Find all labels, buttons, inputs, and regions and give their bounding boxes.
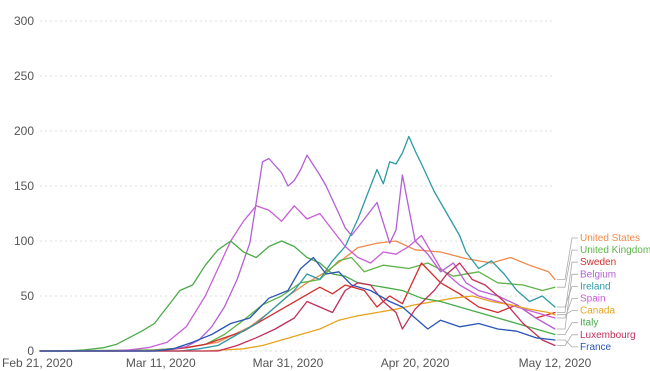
legend-label: Ireland xyxy=(580,281,611,292)
y-axis-tick-labels: 0 50 100 150 200 250 300 xyxy=(14,14,34,358)
y-tick-label: 50 xyxy=(21,289,35,303)
series-line-italy xyxy=(39,240,556,352)
y-tick-label: 100 xyxy=(14,234,34,248)
series-lines xyxy=(39,135,556,352)
legend-label: Spain xyxy=(580,294,606,305)
legend-leader-line xyxy=(557,261,578,313)
series-line-spain xyxy=(39,205,556,352)
legend-label: Canada xyxy=(580,306,615,317)
legend-leader-line xyxy=(557,237,578,280)
x-tick-label: Mar 31, 2020 xyxy=(253,356,324,370)
x-tick-label: Apr 20, 2020 xyxy=(381,356,450,370)
x-tick-label: Mar 11, 2020 xyxy=(126,356,196,370)
legend-leader-line xyxy=(557,273,578,330)
series-line-luxembourg xyxy=(39,262,556,352)
gridlines xyxy=(40,20,555,352)
legend-label: France xyxy=(580,342,612,353)
legend-leader-line xyxy=(557,286,578,308)
legend-leader-line xyxy=(557,249,578,288)
legend-leader-line xyxy=(557,334,578,346)
legend-label: Italy xyxy=(580,318,598,329)
y-tick-label: 150 xyxy=(14,179,34,193)
series-line-canada xyxy=(39,295,556,352)
y-tick-label: 200 xyxy=(14,124,34,138)
x-tick-label: May 12, 2020 xyxy=(519,356,592,370)
legend-label: Luxembourg xyxy=(580,330,636,341)
y-tick-label: 300 xyxy=(14,14,34,28)
series-line-sweden xyxy=(39,262,556,352)
series-line-belgium xyxy=(39,154,556,352)
y-tick-label: 0 xyxy=(27,344,34,358)
legend-label: Belgium xyxy=(580,269,616,280)
legend-label: United States xyxy=(580,233,640,244)
series-line-united-kingdom xyxy=(39,256,556,352)
series-line-ireland xyxy=(39,135,556,352)
series-line-france xyxy=(39,256,556,352)
legend-leader-line xyxy=(557,339,578,348)
legend-leader-line xyxy=(557,298,578,319)
legend-leader-line xyxy=(557,310,578,316)
x-axis-tick-labels: Feb 21, 2020 Mar 11, 2020 Mar 31, 2020 Apr … xyxy=(2,356,592,370)
y-tick-label: 250 xyxy=(14,69,34,83)
legend-label: Sweden xyxy=(580,257,616,268)
legend-leader-line xyxy=(557,322,578,335)
legend-label: United Kingdom xyxy=(580,245,650,256)
x-tick-label: Feb 21, 2020 xyxy=(2,356,73,370)
